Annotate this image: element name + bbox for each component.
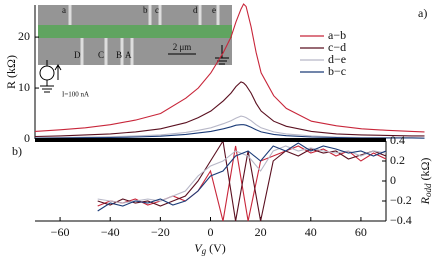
legend-label: b−c [328,64,346,78]
x-tick-label: −40 [101,225,120,239]
x-tick-label: −20 [151,225,170,239]
y-tick-label: 20 [18,29,30,43]
x-axis-label: Vg (V) [194,241,226,256]
x-label-unit: (V) [206,241,226,255]
legend-label: a−b [328,28,346,42]
inset-label: e [212,5,216,15]
series-line [34,81,425,138]
inset-label: d [193,5,198,15]
y-tick-label: 0 [390,173,396,187]
y-tick-label: 0.4 [390,133,405,147]
x-label-sub: g [202,246,207,256]
panel-divider [35,138,386,142]
x-label-main: V [194,241,203,255]
x-tick-label: 0 [208,225,214,239]
y-tick-label: 10 [18,80,30,94]
inset-label: C [98,50,104,60]
inset-label: b [143,5,148,15]
series-line [34,3,425,133]
inset-label: D [74,50,81,60]
inset-label: c [155,5,159,15]
series-line [34,115,425,139]
y-tick-label: 0.2 [390,153,405,167]
y-label-sub: odd [423,183,433,197]
y-axis-label: R (kΩ) [4,55,18,89]
graphene-strip [38,25,232,38]
inset-label: B [116,50,122,60]
y-tick-label: 0 [24,131,30,145]
series-line [97,145,387,204]
x-tick-label: 60 [355,225,367,239]
x-tick-label: 20 [255,225,267,239]
x-tick-label: 40 [305,225,317,239]
x-tick-label: −60 [51,225,70,239]
series-line [97,142,387,212]
y-tick-label: −0.4 [390,213,412,227]
panel-label: b) [12,144,22,158]
circuit [39,45,229,93]
y-label-main: R [418,196,432,205]
y-axis-label: Rodd (kΩ) [418,158,433,206]
contacts [68,5,220,65]
y-label-unit: (kΩ) [418,158,432,184]
legend-label: d−e [328,52,346,66]
y-tick-label: −0.2 [390,193,412,207]
series-line [34,124,425,139]
current-label: I=100 nA [62,91,89,99]
inset-label: a [62,5,66,15]
inset-label: A [125,50,132,60]
legend-label: c−d [328,40,346,54]
panel-label: a) [418,6,427,20]
scale-label: 2 μm [173,42,192,52]
